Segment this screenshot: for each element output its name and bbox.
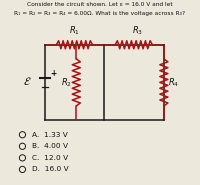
Text: D.  16.0 V: D. 16.0 V (32, 166, 69, 172)
Text: C.  12.0 V: C. 12.0 V (32, 155, 69, 161)
Text: B.  4.00 V: B. 4.00 V (32, 143, 68, 149)
Text: +: + (50, 69, 57, 78)
Text: A.  1.33 V: A. 1.33 V (32, 132, 68, 138)
Text: $R_3$: $R_3$ (132, 25, 143, 37)
Text: $R_2$: $R_2$ (61, 76, 72, 89)
Text: $R_4$: $R_4$ (168, 76, 180, 89)
Text: $R_1$: $R_1$ (69, 25, 80, 37)
Text: $\mathcal{E}$: $\mathcal{E}$ (23, 75, 31, 87)
Text: R₁ = R₂ = R₃ = R₄ = 6.00Ω. What is the voltage across R₃?: R₁ = R₂ = R₃ = R₄ = 6.00Ω. What is the v… (14, 11, 186, 16)
Text: Consider the circuit shown. Let ε = 16.0 V and let: Consider the circuit shown. Let ε = 16.0… (27, 2, 173, 7)
